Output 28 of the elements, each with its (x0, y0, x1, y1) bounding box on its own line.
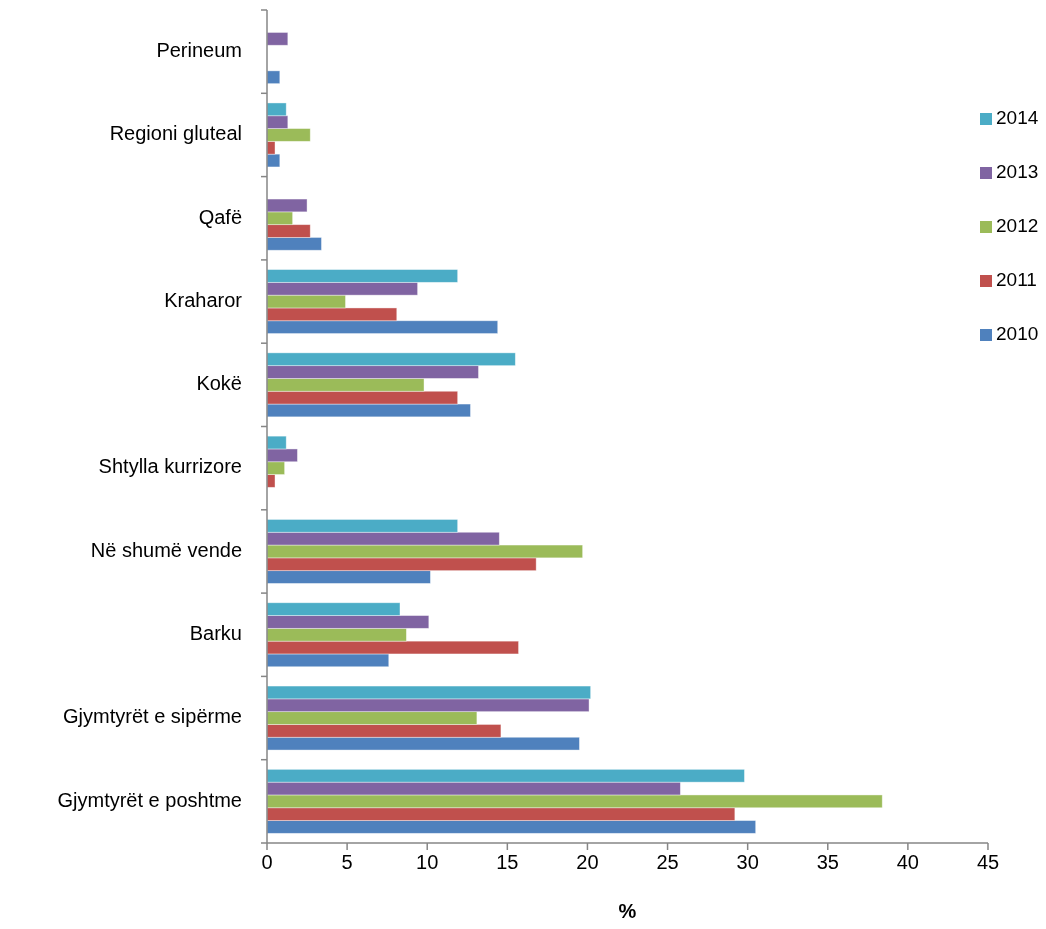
legend-label: 2012 (996, 215, 1039, 237)
y-tick-label: Barku (189, 622, 242, 645)
x-tick-label: 0 (261, 851, 273, 873)
y-tick-label: Gjymtyrët e sipërme (63, 705, 242, 728)
x-tick-label: 25 (656, 851, 679, 873)
x-tick-label: 5 (341, 851, 353, 873)
y-tick-label: Gjymtyrët e poshtme (57, 788, 242, 811)
y-tick-label: Në shumë vende (90, 538, 242, 561)
x-tick-label: 20 (576, 851, 599, 873)
y-tick-label: Perineum (156, 38, 242, 61)
y-tick-label: Kokë (196, 372, 242, 395)
y-tick-label: Kraharor (164, 288, 243, 311)
x-axis-title: % (618, 900, 637, 922)
y-tick-label: Shtylla kurrizore (98, 455, 242, 478)
legend-label: 2014 (996, 107, 1039, 129)
legend-label: 2010 (996, 323, 1039, 345)
x-tick-label: 40 (896, 851, 920, 873)
bar (266, 70, 281, 85)
x-tick-label: 15 (496, 851, 519, 873)
legend-label: 2011 (996, 269, 1037, 291)
x-tick-label: 30 (736, 851, 759, 873)
y-tick-label: Regioni gluteal (109, 122, 242, 145)
x-tick-label: 45 (976, 851, 1000, 873)
x-tick-label: 10 (416, 851, 439, 873)
x-tick-label: 35 (816, 851, 839, 873)
bar (266, 32, 289, 46)
y-tick-label: Qafë (198, 205, 242, 228)
legend-label: 2013 (996, 161, 1039, 183)
